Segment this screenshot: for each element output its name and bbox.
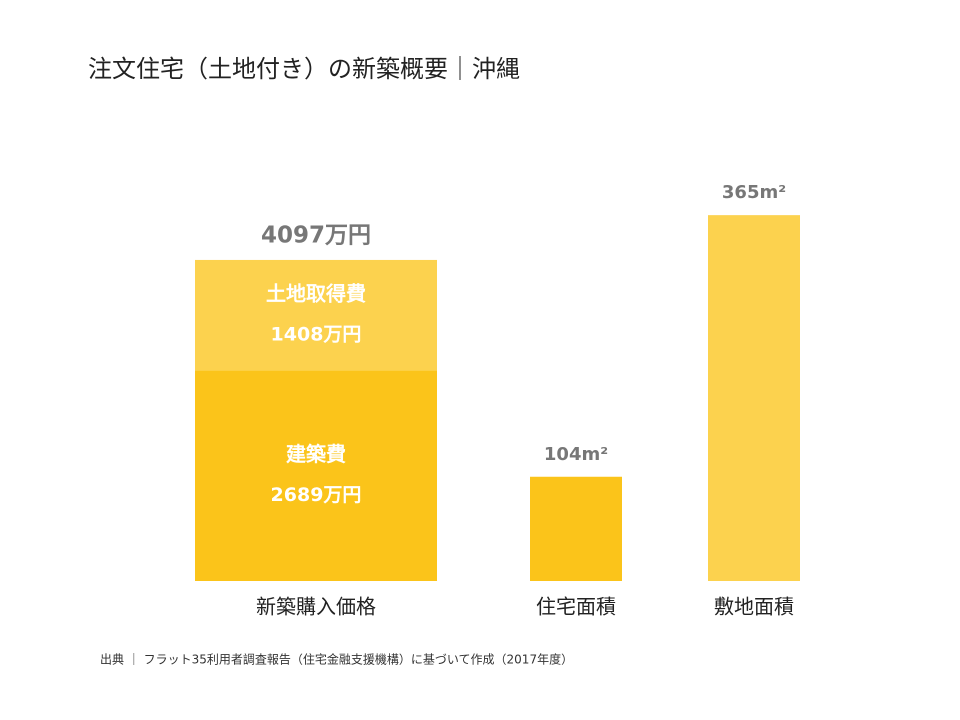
data-label: 104m² <box>544 444 608 465</box>
data-label: 2689万円 <box>271 484 362 506</box>
x-tick-label: 新築購入価格 <box>256 595 376 619</box>
x-tick-label: 住宅面積 <box>536 595 616 619</box>
bar-segment <box>195 259 437 371</box>
bar <box>530 476 622 581</box>
bar <box>708 215 800 581</box>
chart-title: 注文住宅（土地付き）の新築概要｜沖縄 <box>88 55 520 83</box>
total-label: 4097万円 <box>261 222 371 248</box>
bar-segment <box>195 370 437 581</box>
segment-name: 建築費 <box>286 442 346 466</box>
x-tick-label: 敷地面積 <box>714 595 794 619</box>
segment-name: 土地取得費 <box>266 282 366 306</box>
data-label: 1408万円 <box>271 324 362 346</box>
source-note: 出典 ｜ フラット35利用者調査報告（住宅金融支援機構）に基づいて作成（2017… <box>100 652 573 667</box>
data-label: 365m² <box>722 182 786 203</box>
